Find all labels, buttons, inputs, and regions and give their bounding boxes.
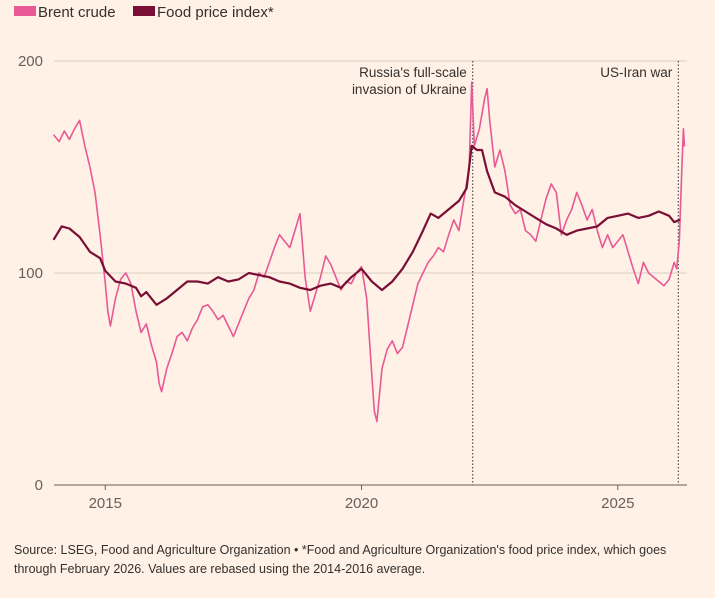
event-annotation: invasion of Ukraine — [352, 82, 467, 97]
x-tick-label: 2015 — [89, 495, 122, 512]
y-tick-label: 200 — [18, 53, 43, 70]
event-annotation: Russia's full-scale — [359, 65, 467, 80]
legend-swatch-food — [133, 6, 155, 16]
legend: Brent crude Food price index* — [14, 4, 274, 21]
legend-swatch-brent — [14, 6, 36, 16]
chart: Brent crude Food price index* 0 100 200 20… — [14, 4, 687, 512]
series-line-food-price-index — [52, 144, 681, 306]
y-tick-label: 100 — [18, 265, 43, 282]
x-tick-label: 2020 — [345, 495, 378, 512]
source-note: Source: LSEG, Food and Agriculture Organ… — [14, 543, 667, 576]
legend-label-brent: Brent crude — [38, 4, 116, 21]
legend-label-food: Food price index* — [157, 4, 274, 21]
event-annotation: US-Iran war — [600, 65, 673, 80]
x-tick-label: 2025 — [601, 495, 634, 512]
series-line-brent-crude — [53, 81, 686, 423]
y-tick-label: 0 — [35, 477, 43, 494]
